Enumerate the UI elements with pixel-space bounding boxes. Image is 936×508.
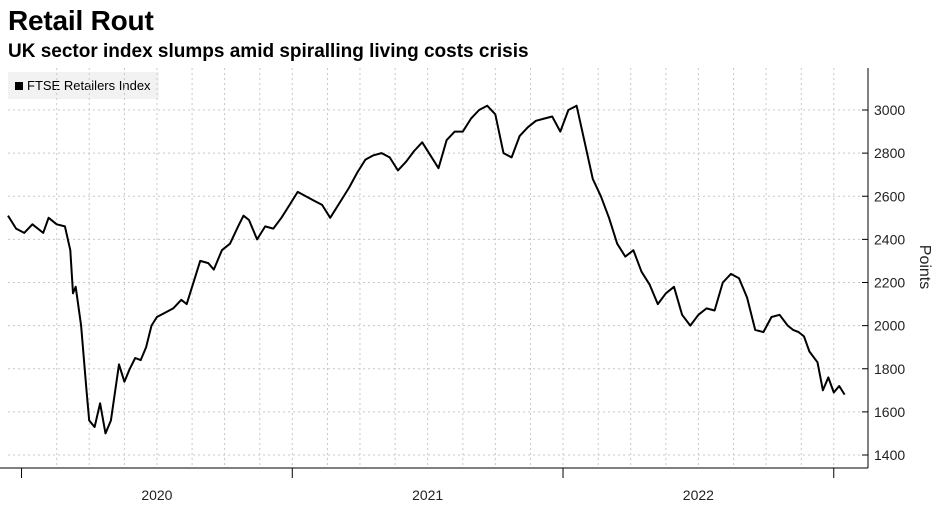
x-tick-label-2020: 2020 <box>141 487 172 503</box>
axes <box>0 68 869 478</box>
x-tick-label-2021: 2021 <box>412 487 443 503</box>
y-tick-label: 1800 <box>874 361 905 377</box>
y-tick-label: 1600 <box>874 404 905 420</box>
x-tick-label-2022: 2022 <box>683 487 714 503</box>
legend: FTSE Retailers Index <box>8 72 159 99</box>
y-tick-label: 2400 <box>874 231 905 247</box>
y-tick-label: 2800 <box>874 145 905 161</box>
y-axis-labels: 1400 1600 1800 2000 2200 2400 2600 2800 3000 <box>874 102 905 463</box>
series-line-ftse-retailers <box>7 104 846 435</box>
legend-swatch <box>15 81 23 90</box>
y-tick-label: 2000 <box>874 318 905 334</box>
y-tick-label: 1400 <box>874 447 905 463</box>
gridlines <box>8 68 868 468</box>
y-tick-label: 2200 <box>874 275 905 291</box>
chart-subtitle: UK sector index slumps amid spiralling l… <box>8 41 529 62</box>
y-tick-label: 3000 <box>874 102 905 118</box>
x-axis-labels: 2020 2021 2022 <box>141 487 714 503</box>
y-axis-title: Points <box>916 245 933 289</box>
chart-title: Retail Rout <box>8 5 154 36</box>
legend-label: FTSE Retailers Index <box>27 78 151 93</box>
y-tick-label: 2600 <box>874 188 905 204</box>
